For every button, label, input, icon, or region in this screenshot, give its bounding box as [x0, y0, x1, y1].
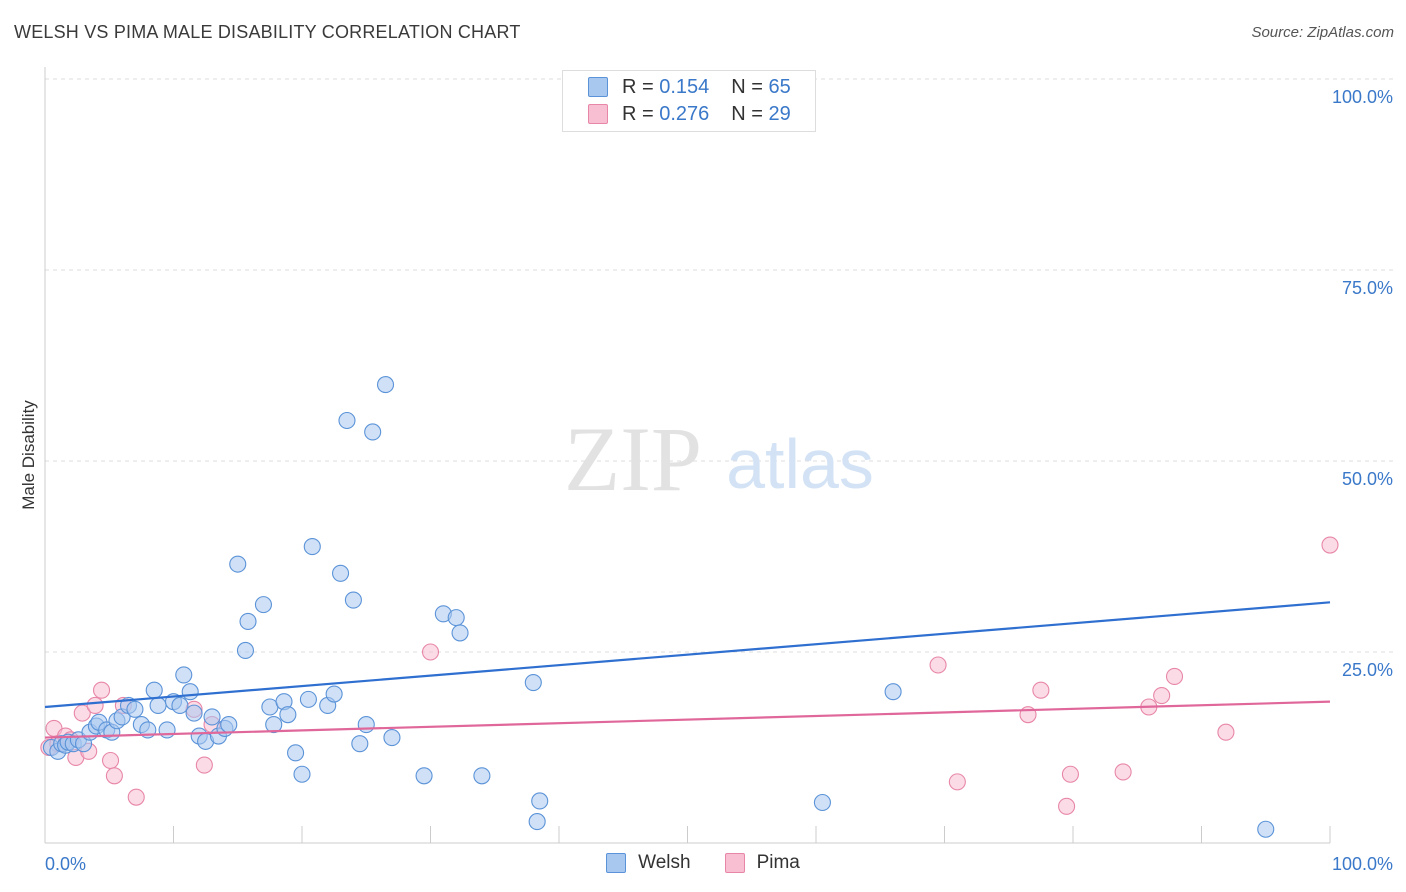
welsh-legend-label: Welsh [638, 852, 691, 873]
y-tick-label: 100.0% [1332, 87, 1393, 107]
welsh-point [149, 696, 167, 715]
y-tick-label: 75.0% [1342, 278, 1393, 298]
welsh-point [528, 813, 546, 831]
pima-point [73, 704, 91, 722]
pima-point [1217, 723, 1235, 741]
pima-n-value: 29 [768, 102, 791, 125]
pima-point [1153, 686, 1171, 705]
welsh-point [126, 700, 144, 718]
welsh-point [158, 721, 176, 739]
welsh-point [203, 708, 221, 726]
pima-point [195, 756, 213, 774]
welsh-swatch [588, 77, 608, 97]
watermark-zip: ZIP [564, 408, 702, 510]
pima-swatch [588, 104, 608, 124]
welsh-point [236, 641, 255, 660]
pima-point [929, 656, 947, 674]
y-tick-label: 25.0% [1342, 660, 1393, 680]
pima-point [92, 681, 111, 699]
welsh-point [376, 376, 395, 394]
pima-point [1165, 667, 1184, 685]
source-label: Source: ZipAtlas.com [1251, 24, 1394, 41]
welsh-point [239, 612, 257, 630]
pima-point [1321, 536, 1339, 554]
trend-lines [44, 601, 1331, 739]
chart-title: WELSH VS PIMA MALE DISABILITY CORRELATIO… [14, 22, 521, 42]
welsh-point [884, 683, 902, 701]
welsh-point [185, 704, 203, 722]
welsh-point [357, 716, 375, 734]
welsh-point [383, 729, 401, 747]
grid-lines [45, 78, 1393, 653]
welsh-point [338, 411, 356, 430]
welsh-legend-swatch [606, 853, 627, 873]
welsh-point [145, 681, 163, 699]
welsh-point [364, 423, 382, 441]
welsh-n-value: 65 [768, 75, 791, 98]
legend-row-pima: R = 0.276 N = 29 [588, 101, 791, 127]
pima-r-value: 0.276 [659, 102, 710, 125]
watermark-atlas: atlas [726, 425, 874, 503]
welsh-point [524, 674, 542, 692]
welsh-trend-line [44, 601, 1331, 709]
welsh-point [287, 744, 305, 762]
pima-point [1061, 765, 1079, 783]
welsh-point [344, 591, 362, 609]
welsh-point [303, 538, 321, 556]
pima-point [421, 643, 440, 661]
tick-labels: 25.0% 50.0% 75.0% 100.0% 0.0% 100.0% [45, 87, 1393, 874]
welsh-point [181, 683, 199, 701]
x-tick-label-min: 0.0% [45, 854, 86, 874]
welsh-point [331, 564, 350, 582]
welsh-point [473, 767, 491, 785]
welsh-point [229, 555, 247, 573]
pima-point [101, 751, 120, 770]
welsh-point [351, 735, 369, 753]
welsh-point [279, 706, 297, 724]
pima-legend-swatch [724, 853, 745, 873]
y-tick-label: 50.0% [1342, 469, 1393, 489]
welsh-r-value: 0.154 [659, 75, 710, 98]
welsh-point [175, 666, 193, 684]
pima-n-label: N = [731, 102, 763, 125]
welsh-point [447, 609, 465, 627]
pima-r-label: R = [622, 102, 654, 125]
welsh-point [254, 596, 273, 614]
welsh-point [415, 767, 433, 785]
pima-legend-label: Pima [756, 852, 800, 873]
pima-point [1114, 763, 1132, 781]
welsh-point [171, 696, 189, 715]
welsh-point [1257, 820, 1275, 838]
welsh-point [220, 716, 238, 734]
x-tick-label-max: 100.0% [1332, 854, 1393, 874]
welsh-point [299, 690, 317, 708]
welsh-point [325, 685, 343, 703]
pima-point [1058, 797, 1076, 815]
pima-point [127, 788, 145, 806]
pima-trend-line [44, 700, 1331, 739]
pima-point [948, 773, 966, 791]
welsh-r-label: R = [622, 75, 654, 98]
pima-point [1032, 681, 1050, 699]
welsh-point [451, 624, 469, 642]
watermark: ZIP atlas [564, 408, 874, 510]
legend-item-welsh[interactable]: Welsh [606, 852, 691, 874]
stats-legend: R = 0.154 N = 65 R = 0.276 N = 29 [562, 70, 816, 132]
welsh-point [293, 765, 311, 783]
legend-row-welsh: R = 0.154 N = 65 [588, 74, 791, 100]
series-legend: Welsh Pima [0, 852, 1406, 874]
pima-points [40, 536, 1339, 815]
welsh-point [531, 792, 549, 810]
legend-item-pima[interactable]: Pima [724, 852, 800, 874]
welsh-point [265, 716, 283, 734]
pima-point [105, 767, 123, 785]
welsh-point [813, 793, 831, 812]
axes [44, 67, 1331, 844]
welsh-n-label: N = [731, 75, 763, 98]
pima-point [86, 696, 104, 715]
